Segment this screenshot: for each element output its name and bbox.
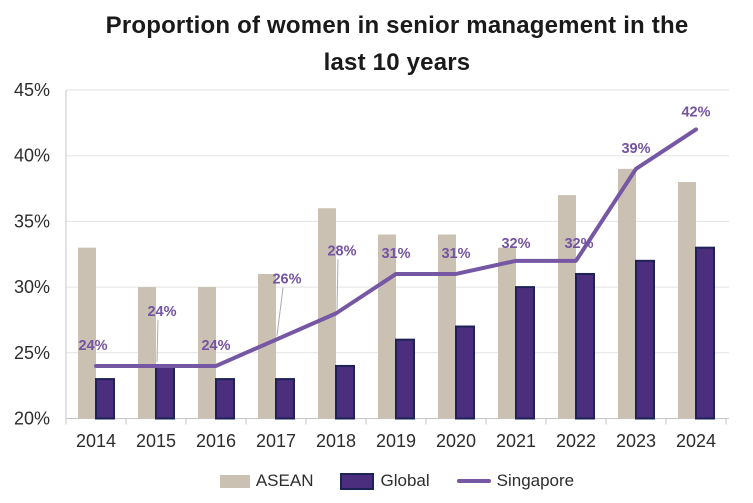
singapore-point-label-2022: 32% xyxy=(564,236,593,252)
legend-label-singapore: Singapore xyxy=(496,471,575,490)
legend-item-singapore: Singapore xyxy=(456,471,575,491)
chart-legend: ASEAN Global Singapore xyxy=(52,471,742,491)
x-axis-label-2022: 2022 xyxy=(556,431,596,451)
y-axis-label-20%: 20% xyxy=(14,409,50,429)
singapore-point-label-2024: 42% xyxy=(681,104,710,120)
legend-swatch-global xyxy=(340,472,375,490)
leader-line-2017 xyxy=(276,287,284,336)
legend-swatch-asean xyxy=(219,474,250,488)
bar-global-2020 xyxy=(455,325,475,420)
x-axis-label-2021: 2021 xyxy=(496,431,536,451)
singapore-point-label-2016: 24% xyxy=(201,338,230,354)
singapore-point-label-2017: 26% xyxy=(272,272,301,288)
x-axis-label-2024: 2024 xyxy=(676,431,716,451)
bar-asean-2017 xyxy=(258,273,276,419)
y-axis-label-25%: 25% xyxy=(14,343,50,363)
legend-label-asean: ASEAN xyxy=(255,471,314,490)
bar-global-2022 xyxy=(575,272,595,420)
singapore-point-label-2018: 28% xyxy=(327,243,356,259)
singapore-point-label-2023: 39% xyxy=(621,141,650,157)
leader-line-2018 xyxy=(336,259,339,310)
chart-title-line1: Proportion of women in senior management… xyxy=(105,12,689,39)
bar-asean-2015 xyxy=(138,287,156,419)
chart-canvas: 20% 25% 30% 35% 40% 45% 2014 2015 2016 2017 2018 20… xyxy=(14,80,729,451)
bar-asean-2019 xyxy=(378,234,396,419)
legend-item-asean: ASEAN xyxy=(219,471,314,491)
bar-global-2016 xyxy=(215,378,235,420)
chart-title: Proportion of women in senior management… xyxy=(52,7,742,81)
bar-global-2018 xyxy=(335,364,355,420)
legend-item-global: Global xyxy=(340,471,430,491)
bar-asean-2022 xyxy=(558,195,576,419)
bar-global-2017 xyxy=(275,378,295,420)
singapore-line xyxy=(94,127,698,368)
x-axis-label-2017: 2017 xyxy=(256,431,296,451)
singapore-point-label-2019: 31% xyxy=(381,246,410,262)
chart-title-line2: last 10 years xyxy=(323,49,471,76)
bar-global-2023 xyxy=(635,259,655,420)
bar-global-2014 xyxy=(95,378,115,420)
bar-asean-2016 xyxy=(198,287,216,419)
x-axis-label-2016: 2016 xyxy=(196,431,236,451)
x-axis-label-2014: 2014 xyxy=(76,431,116,451)
y-axis-label-40%: 40% xyxy=(14,146,50,166)
bar-global-2024 xyxy=(695,246,715,420)
bar-asean-2014 xyxy=(78,247,96,419)
x-axis-label-2023: 2023 xyxy=(616,431,656,451)
legend-swatch-singapore xyxy=(456,479,491,483)
singapore-point-label-2021: 32% xyxy=(501,236,530,252)
bar-asean-2021 xyxy=(498,247,516,419)
x-axis-label-2018: 2018 xyxy=(316,431,356,451)
singapore-point-label-2020: 31% xyxy=(441,246,470,262)
bar-asean-2024 xyxy=(678,181,696,419)
y-axis-label-35%: 35% xyxy=(14,211,50,231)
y-axis-label-30%: 30% xyxy=(14,277,50,297)
bar-global-2015 xyxy=(155,364,175,420)
x-axis-label-2020: 2020 xyxy=(436,431,476,451)
x-axis-label-2015: 2015 xyxy=(136,431,176,451)
bar-asean-2023 xyxy=(618,168,636,419)
bar-global-2019 xyxy=(395,338,415,420)
x-axis-label-2019: 2019 xyxy=(376,431,416,451)
singapore-point-label-2014: 24% xyxy=(78,338,107,354)
bar-asean-2020 xyxy=(438,234,456,419)
legend-label-global: Global xyxy=(380,471,430,490)
bar-global-2021 xyxy=(515,286,535,420)
bar-asean-2018 xyxy=(318,208,336,419)
y-axis-label-45%: 45% xyxy=(14,80,50,100)
singapore-point-label-2015: 24% xyxy=(147,304,176,320)
leader-line-2015 xyxy=(156,319,159,362)
